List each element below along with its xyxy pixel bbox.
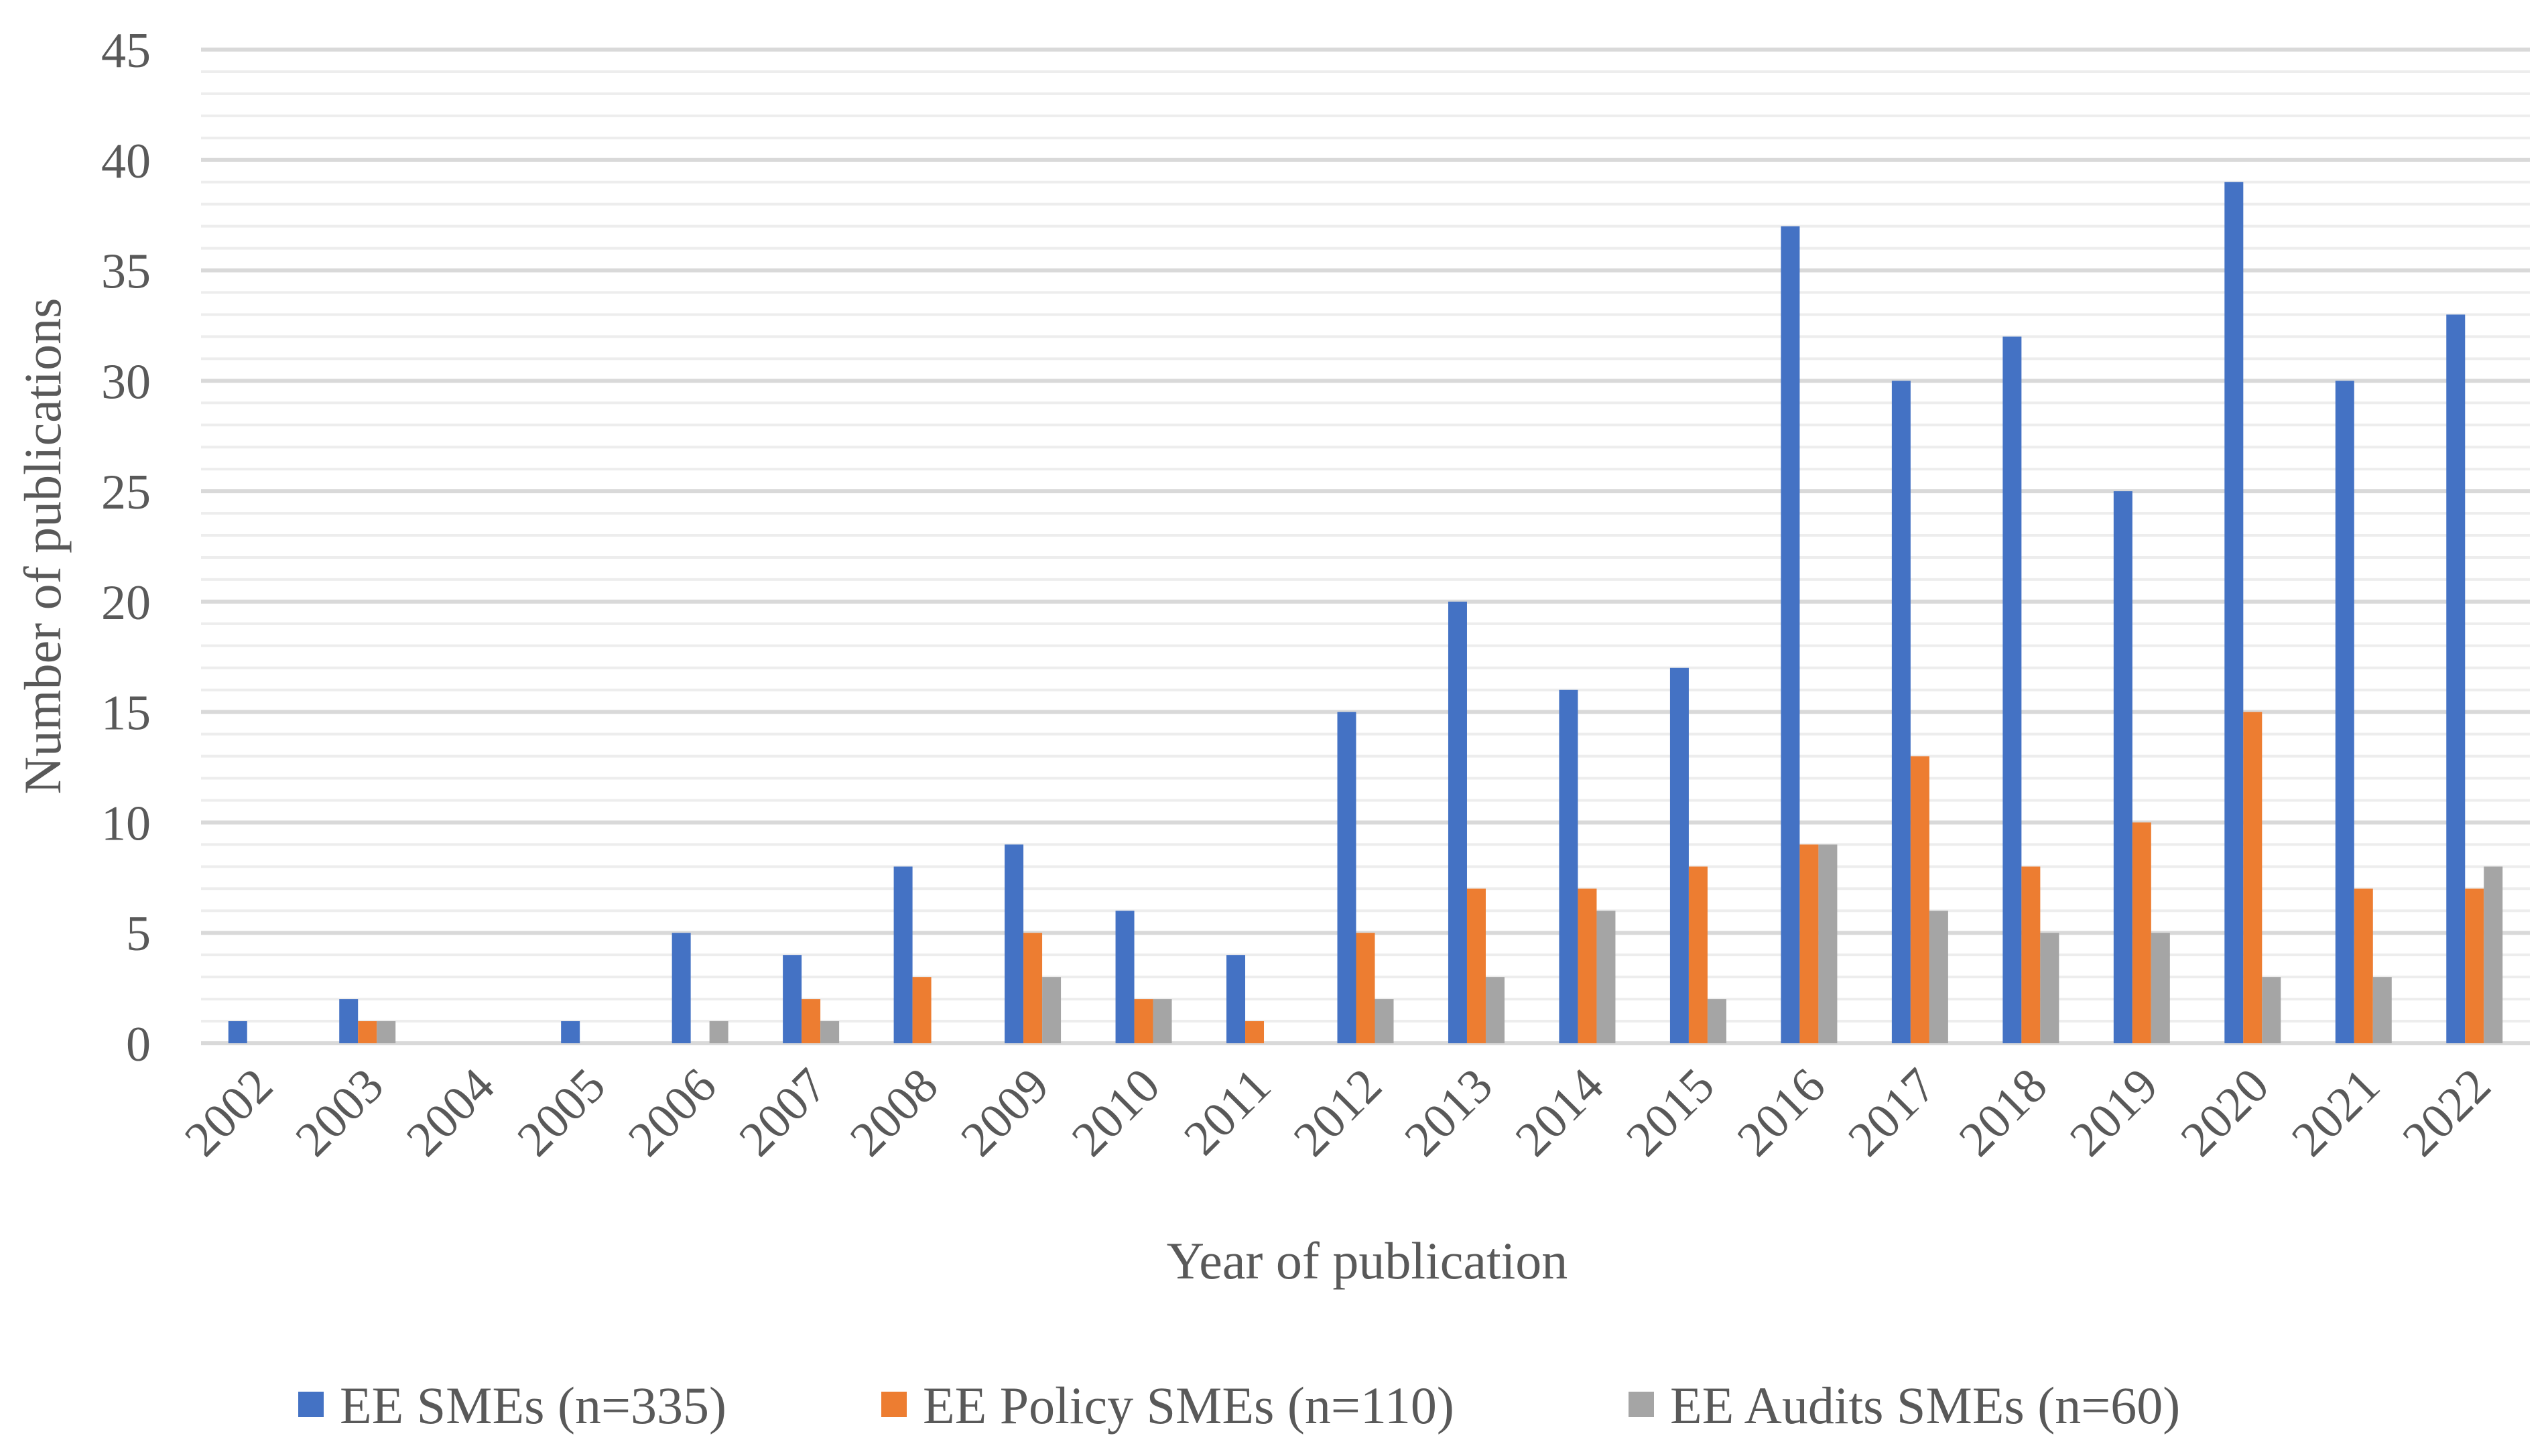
y-axis-title: Number of publications <box>13 298 72 795</box>
bar-ee-policy-smes-2016 <box>1799 844 1819 1043</box>
bar-ee-smes-2016 <box>1781 226 1800 1044</box>
x-tick-label: 2014 <box>1505 1058 1614 1167</box>
bar-ee-smes-2020 <box>2224 182 2244 1043</box>
bar-ee-audits-smes-2016 <box>1818 844 1838 1043</box>
bar-ee-policy-smes-2019 <box>2132 822 2151 1043</box>
legend-label: EE Policy SMEs (n=110) <box>923 1376 1454 1435</box>
x-tick-label: 2008 <box>840 1058 949 1167</box>
x-tick-label: 2012 <box>1283 1058 1393 1167</box>
y-tick-label: 20 <box>101 576 151 631</box>
bar-ee-policy-smes-2011 <box>1245 1021 1265 1043</box>
bar-ee-smes-2013 <box>1448 601 1467 1043</box>
y-tick-label: 40 <box>101 134 151 189</box>
x-tick-label: 2022 <box>2393 1058 2502 1167</box>
bar-ee-smes-2009 <box>1005 844 1024 1043</box>
x-tick-label: 2011 <box>1173 1058 1281 1166</box>
y-tick-label: 35 <box>101 245 151 300</box>
x-tick-label: 2010 <box>1062 1058 1171 1167</box>
x-tick-label: 2009 <box>950 1058 1060 1167</box>
bar-ee-policy-smes-2008 <box>912 977 932 1043</box>
bar-ee-smes-2008 <box>893 866 913 1043</box>
bar-ee-audits-smes-2006 <box>709 1021 728 1043</box>
bar-ee-audits-smes-2009 <box>1042 977 1062 1043</box>
x-tick-label: 2016 <box>1727 1058 1836 1167</box>
bar-ee-smes-2012 <box>1337 712 1356 1043</box>
bar-ee-audits-smes-2018 <box>2040 933 2059 1043</box>
legend-label: EE SMEs (n=335) <box>340 1376 726 1435</box>
x-tick-label: 2006 <box>618 1058 727 1167</box>
bar-ee-audits-smes-2015 <box>1707 999 1726 1043</box>
bar-ee-policy-smes-2013 <box>1466 888 1486 1043</box>
x-tick-label: 2021 <box>2281 1058 2391 1167</box>
x-tick-label: 2020 <box>2171 1058 2280 1167</box>
bar-ee-policy-smes-2003 <box>358 1021 377 1043</box>
bar-ee-smes-2007 <box>783 955 802 1043</box>
x-tick-label: 2007 <box>729 1058 838 1167</box>
x-tick-label: 2015 <box>1616 1058 1725 1167</box>
bar-ee-policy-smes-2014 <box>1578 888 1597 1043</box>
bar-ee-audits-smes-2013 <box>1485 977 1505 1043</box>
x-tick-label: 2004 <box>396 1058 505 1167</box>
x-tick-label: 2005 <box>507 1058 617 1167</box>
x-axis-title: Year of publication <box>1167 1232 1568 1290</box>
bar-ee-audits-smes-2014 <box>1596 911 1616 1043</box>
bar-ee-smes-2010 <box>1115 911 1135 1043</box>
bar-ee-audits-smes-2020 <box>2262 977 2281 1043</box>
bar-ee-smes-2011 <box>1226 955 1246 1043</box>
bar-ee-audits-smes-2021 <box>2372 977 2392 1043</box>
bar-ee-audits-smes-2003 <box>377 1021 396 1043</box>
x-axis-ticks: 2002 2003 2004 2005 2006 2007 2008 2009 2010 2011… <box>174 1058 2501 1167</box>
bar-ee-audits-smes-2007 <box>820 1021 840 1043</box>
bar-ee-smes-2006 <box>672 933 691 1043</box>
bar-ee-smes-2005 <box>561 1021 580 1043</box>
legend: EE SMEs (n=335) EE Policy SMEs (n=110) EE … <box>298 1376 2180 1435</box>
x-tick-label: 2017 <box>1838 1058 1947 1167</box>
x-tick-label: 2013 <box>1394 1058 1503 1167</box>
bar-ee-policy-smes-2022 <box>2465 888 2484 1043</box>
gridlines <box>201 48 2530 1045</box>
legend-label: EE Audits SMEs (n=60) <box>1670 1376 2180 1435</box>
x-tick-label: 2019 <box>2059 1058 2169 1167</box>
bar-ee-smes-2018 <box>2002 336 2022 1043</box>
y-tick-label: 25 <box>101 465 151 520</box>
bar-ee-smes-2002 <box>228 1021 247 1043</box>
bar-ee-smes-2021 <box>2335 381 2354 1043</box>
bar-ee-smes-2015 <box>1669 667 1689 1043</box>
bar-ee-policy-smes-2017 <box>1910 756 1929 1043</box>
y-axis-ticks: 0 5 10 15 20 25 30 35 40 45 <box>101 23 151 1072</box>
bar-ee-audits-smes-2010 <box>1153 999 1172 1043</box>
y-tick-label: 30 <box>101 354 151 409</box>
bar-ee-audits-smes-2012 <box>1375 999 1394 1043</box>
bar-ee-policy-smes-2009 <box>1023 933 1043 1043</box>
bar-ee-policy-smes-2007 <box>802 999 821 1043</box>
legend-swatch <box>881 1392 907 1417</box>
bar-ee-audits-smes-2017 <box>1929 911 1948 1043</box>
bar-ee-policy-smes-2015 <box>1688 866 1708 1043</box>
x-tick-label: 2018 <box>1949 1058 2058 1167</box>
bar-ee-policy-smes-2010 <box>1134 999 1153 1043</box>
bar-ee-smes-2019 <box>2113 491 2132 1043</box>
legend-swatch <box>1629 1392 1654 1417</box>
y-tick-label: 5 <box>126 907 151 962</box>
bar-ee-smes-2022 <box>2446 314 2466 1043</box>
bar-ee-smes-2003 <box>339 999 359 1043</box>
bar-ee-policy-smes-2020 <box>2243 712 2263 1043</box>
bar-ee-audits-smes-2019 <box>2151 933 2170 1043</box>
y-tick-label: 45 <box>101 23 151 78</box>
y-tick-label: 10 <box>101 796 151 851</box>
bars <box>228 182 2503 1044</box>
y-tick-label: 0 <box>126 1017 151 1072</box>
bar-ee-policy-smes-2018 <box>2021 866 2041 1043</box>
bar-ee-smes-2017 <box>1891 381 1911 1043</box>
y-tick-label: 15 <box>101 686 151 741</box>
x-tick-label: 2003 <box>285 1058 395 1167</box>
bar-ee-policy-smes-2012 <box>1356 933 1375 1043</box>
bar-ee-audits-smes-2022 <box>2484 866 2503 1043</box>
bar-ee-policy-smes-2021 <box>2354 888 2373 1043</box>
legend-swatch <box>298 1392 324 1417</box>
bar-ee-smes-2014 <box>1559 689 1578 1043</box>
x-tick-label: 2002 <box>174 1058 283 1167</box>
